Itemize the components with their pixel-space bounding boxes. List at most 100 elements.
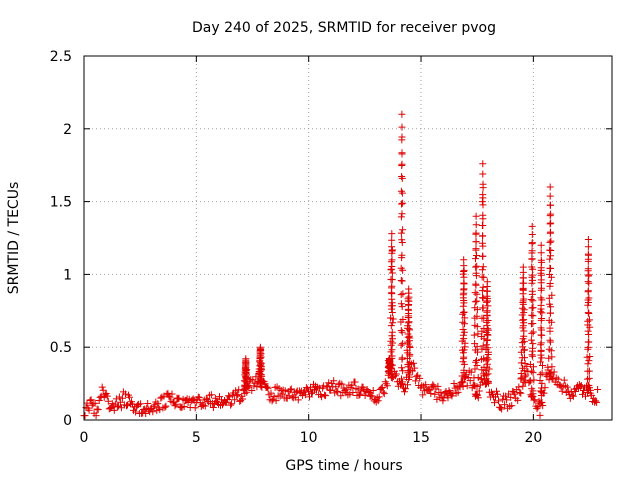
data-point <box>585 310 593 317</box>
data-point <box>529 347 536 355</box>
data-point <box>460 309 468 316</box>
data-point <box>546 183 554 191</box>
data-point <box>450 380 458 387</box>
data-point <box>539 402 547 409</box>
plot-frame <box>83 55 613 421</box>
data-point <box>318 393 326 401</box>
data-point <box>547 347 555 355</box>
data-point <box>478 222 486 229</box>
data-point <box>313 386 320 394</box>
data-point <box>482 357 490 365</box>
data-point <box>388 299 396 307</box>
data-point <box>537 347 545 355</box>
data-point <box>473 262 481 270</box>
data-point <box>479 252 487 260</box>
x-tick-label: 5 <box>192 430 201 446</box>
data-point <box>586 316 593 324</box>
data-point <box>584 243 592 251</box>
data-point <box>534 403 542 411</box>
data-point <box>228 400 236 408</box>
data-point <box>479 184 487 192</box>
data-point <box>398 200 405 208</box>
data-point <box>529 320 537 327</box>
data-point <box>388 243 396 251</box>
data-point <box>281 387 289 395</box>
data-point <box>523 362 531 370</box>
data-point <box>554 375 562 383</box>
data-point <box>537 241 545 249</box>
data-point <box>398 210 406 218</box>
data-point <box>368 392 376 400</box>
data-point <box>547 309 554 317</box>
data-point <box>175 394 183 402</box>
data-point <box>454 388 462 396</box>
data-point <box>388 230 396 238</box>
y-axis-label: SRMTID / TECUs <box>6 182 22 295</box>
y-tick-label: 1 <box>63 267 72 283</box>
data-point <box>494 390 501 398</box>
data-point <box>473 343 481 351</box>
data-point <box>177 404 185 412</box>
data-point <box>528 304 536 312</box>
data-point <box>397 318 405 326</box>
data-point <box>478 327 486 335</box>
x-tick-label: 10 <box>300 430 318 446</box>
data-point <box>583 386 591 394</box>
data-point <box>507 393 515 401</box>
data-point <box>460 256 468 264</box>
data-point <box>242 355 250 363</box>
data-point <box>322 392 330 400</box>
data-point <box>471 346 479 354</box>
data-point <box>483 354 491 362</box>
data-point <box>529 297 537 305</box>
data-point <box>585 271 593 279</box>
data-point <box>189 395 197 403</box>
data-point <box>134 401 142 409</box>
data-point <box>411 364 419 372</box>
data-point <box>397 277 405 284</box>
data-point <box>471 298 479 306</box>
data-point <box>537 266 545 274</box>
data-point <box>334 388 342 396</box>
data-point <box>399 290 407 298</box>
data-point <box>584 236 592 243</box>
data-point <box>287 385 295 393</box>
data-point <box>388 269 396 277</box>
data-point <box>479 232 486 240</box>
data-point <box>472 255 479 263</box>
data-point <box>546 271 554 278</box>
data-point <box>585 279 593 287</box>
data-point <box>546 212 554 220</box>
data-point <box>233 392 241 400</box>
data-point <box>92 412 100 420</box>
x-tick-label: 0 <box>80 430 89 446</box>
data-point <box>584 345 592 353</box>
data-point <box>286 386 294 394</box>
data-point <box>547 237 555 245</box>
data-point <box>484 348 492 356</box>
data-point <box>398 189 406 197</box>
data-point <box>530 363 537 371</box>
data-point <box>473 252 480 259</box>
data-point <box>545 354 553 362</box>
data-point <box>343 385 351 393</box>
data-point <box>528 290 536 298</box>
data-point <box>482 367 490 375</box>
data-point <box>387 275 395 283</box>
data-point <box>383 382 391 390</box>
data-point <box>388 236 396 244</box>
y-tick-label: 1.5 <box>50 195 72 211</box>
data-point <box>433 395 441 403</box>
data-point <box>270 393 278 400</box>
data-point <box>514 396 522 404</box>
data-point <box>491 399 498 407</box>
data-point <box>484 360 491 368</box>
data-point <box>398 355 406 363</box>
data-point <box>397 229 405 237</box>
data-point <box>483 308 491 316</box>
data-point <box>571 388 579 395</box>
data-point <box>257 382 265 390</box>
data-point <box>483 298 491 306</box>
data-point <box>123 402 130 410</box>
